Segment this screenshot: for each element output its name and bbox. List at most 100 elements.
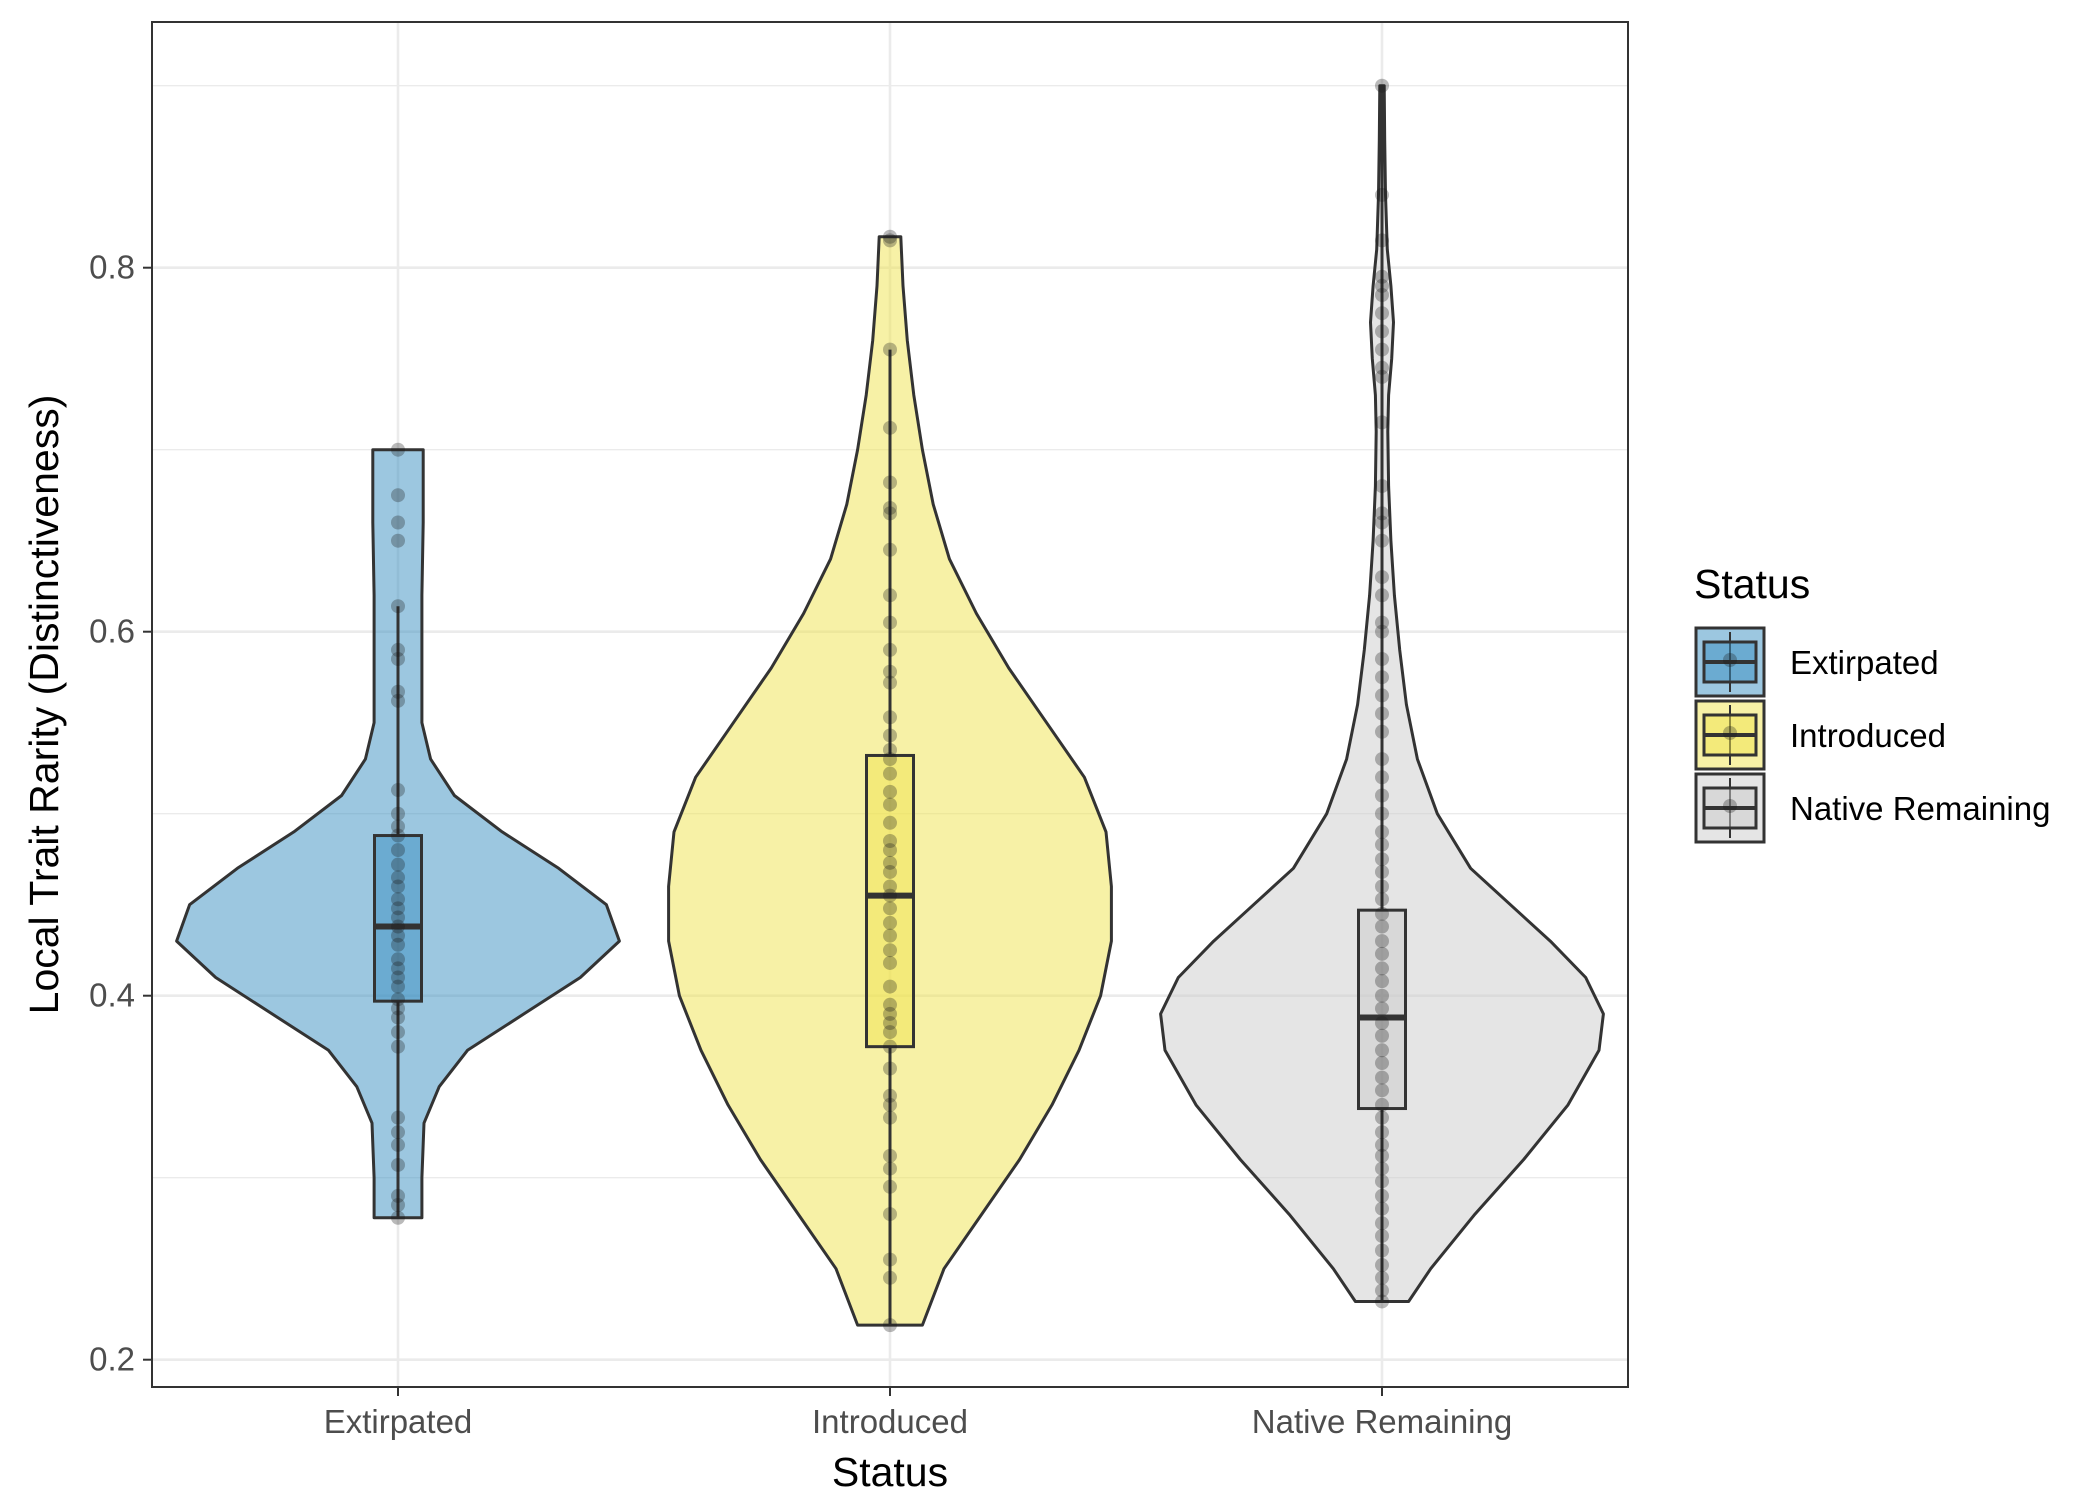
data-point (1375, 306, 1389, 321)
data-point (1375, 1228, 1389, 1243)
data-point (391, 1010, 405, 1025)
data-point (1375, 1001, 1389, 1016)
data-point (1375, 1016, 1389, 1030)
legend-label: Introduced (1790, 717, 1946, 754)
data-point (883, 752, 897, 767)
data-point (883, 1148, 897, 1163)
data-point (1375, 1201, 1389, 1216)
data-point (1375, 342, 1389, 357)
data-point (391, 901, 405, 916)
y-tick-label: 0.8 (89, 249, 135, 286)
data-point (391, 1210, 405, 1225)
data-point (883, 588, 897, 603)
data-point (883, 233, 897, 248)
data-point (391, 970, 405, 985)
data-point (1375, 570, 1389, 585)
data-point (883, 642, 897, 657)
data-point (883, 664, 897, 679)
data-point (1375, 1097, 1389, 1112)
data-point (883, 955, 897, 970)
data-point (391, 1110, 405, 1125)
y-axis-title: Local Trait Rarity (Distinctiveness) (21, 395, 67, 1015)
data-point (883, 1179, 897, 1194)
data-point (1375, 1283, 1389, 1298)
data-point (883, 766, 897, 781)
data-point (391, 961, 405, 976)
x-axis-title: Status (832, 1449, 948, 1495)
data-point (1375, 479, 1389, 494)
data-point (1375, 1110, 1389, 1125)
data-point (1375, 670, 1389, 685)
data-point (883, 743, 897, 757)
data-point (391, 488, 405, 503)
data-point (1375, 919, 1389, 934)
data-point (391, 652, 405, 666)
data-point (883, 475, 897, 490)
data-point (1375, 369, 1389, 384)
data-point (1375, 788, 1389, 803)
data-point (1375, 652, 1389, 666)
legend-key-point (1723, 653, 1737, 667)
data-point (883, 979, 897, 994)
data-point (391, 599, 405, 614)
data-point (883, 500, 897, 515)
y-tick-label: 0.2 (89, 1341, 135, 1378)
data-point (1375, 360, 1389, 375)
boxplot-box (865, 753, 915, 1049)
legend-label: Native Remaining (1790, 790, 2050, 827)
data-point (391, 819, 405, 834)
data-point (1375, 533, 1389, 548)
data-point (1375, 1070, 1389, 1085)
boxplot-box (1357, 908, 1407, 1111)
data-point (391, 892, 405, 907)
legend-title: Status (1694, 561, 1810, 607)
data-point (391, 1157, 405, 1172)
data-point (883, 728, 897, 743)
data-point (391, 1198, 405, 1212)
legend-item-introduced: Introduced (1694, 699, 1946, 771)
data-point (883, 342, 897, 357)
data-point (883, 834, 897, 848)
data-point (391, 843, 405, 858)
data-point (883, 1025, 897, 1040)
data-point (391, 870, 405, 885)
data-point (1375, 946, 1389, 961)
data-point (391, 992, 405, 1007)
data-point (883, 506, 897, 521)
data-point (883, 1088, 897, 1103)
data-point (883, 675, 897, 690)
data-point (391, 879, 405, 894)
data-point (883, 1161, 897, 1176)
data-point (391, 952, 405, 967)
data-point (883, 815, 897, 830)
data-point (1375, 934, 1389, 949)
data-point (883, 1039, 897, 1054)
data-point (1375, 906, 1389, 921)
data-point (1375, 988, 1389, 1003)
data-point (1375, 1028, 1389, 1043)
data-point (1375, 1270, 1389, 1285)
data-point (1375, 324, 1389, 339)
data-point (391, 1137, 405, 1152)
data-point (1375, 688, 1389, 703)
data-point (883, 997, 897, 1012)
data-point (1375, 824, 1389, 839)
data-point (1375, 515, 1389, 530)
data-point (1375, 1137, 1389, 1152)
data-point (1375, 269, 1389, 284)
data-point (391, 828, 405, 843)
data-point (883, 1061, 897, 1076)
data-point (883, 710, 897, 725)
data-point (1375, 864, 1389, 879)
data-point (883, 229, 897, 244)
data-point (883, 1252, 897, 1267)
data-point (883, 1110, 897, 1125)
data-point (883, 1097, 897, 1112)
data-point (391, 1039, 405, 1054)
data-point (883, 915, 897, 930)
y-tick-label: 0.4 (89, 977, 135, 1014)
legend-item-extirpated: Extirpated (1694, 626, 1939, 698)
data-point (391, 684, 405, 699)
data-point (391, 693, 405, 708)
data-point (883, 879, 897, 894)
